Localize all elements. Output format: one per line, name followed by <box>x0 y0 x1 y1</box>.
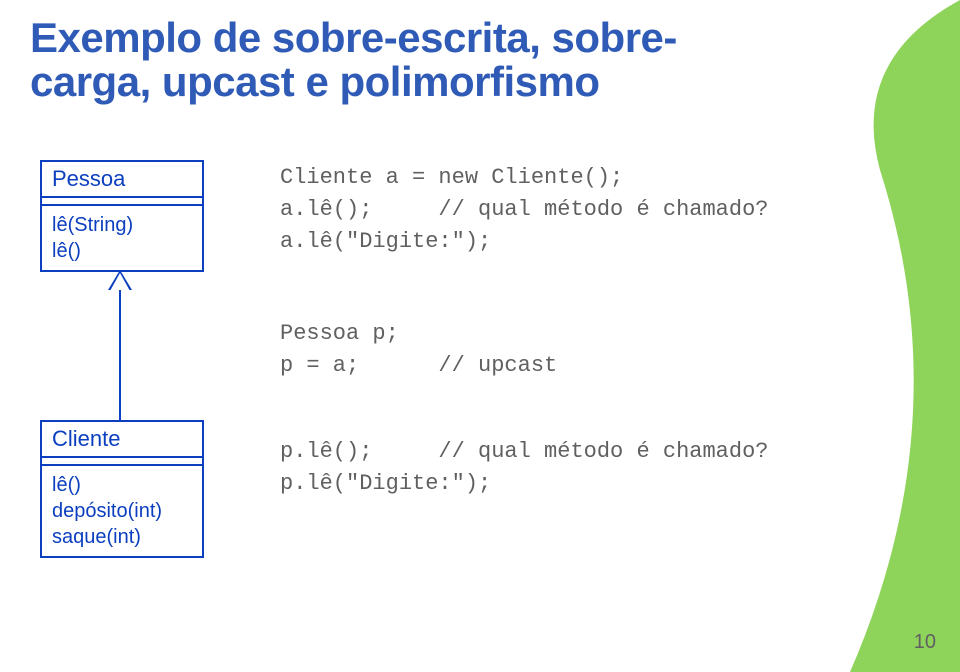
uml-pessoa-attributes-empty <box>42 198 202 206</box>
uml-method: saque(int) <box>52 524 192 550</box>
inheritance-arrowhead <box>110 273 130 291</box>
code-line: a.lê(); // qual método é chamado? <box>280 194 768 226</box>
code-block-1: Cliente a = new Cliente(); a.lê(); // qu… <box>280 162 768 258</box>
uml-cliente-methods: lê() depósito(int) saque(int) <box>42 466 202 556</box>
uml-cliente-attributes-empty <box>42 458 202 466</box>
uml-cliente-name: Cliente <box>42 422 202 458</box>
code-line: p.lê(); // qual método é chamado? <box>280 436 768 468</box>
code-line: Cliente a = new Cliente(); <box>280 162 768 194</box>
code-line: p.lê("Digite:"); <box>280 468 768 500</box>
corner-curve <box>710 0 960 672</box>
code-line: Pessoa p; <box>280 318 557 350</box>
code-line: p = a; // upcast <box>280 350 557 382</box>
title-line-1: Exemplo de sobre-escrita, sobre- <box>30 16 677 60</box>
code-line: a.lê("Digite:"); <box>280 226 768 258</box>
uml-pessoa-methods: lê(String) lê() <box>42 206 202 270</box>
page-number: 10 <box>914 631 936 654</box>
uml-method: lê(String) <box>52 212 192 238</box>
uml-class-cliente: Cliente lê() depósito(int) saque(int) <box>40 420 204 558</box>
title-line-2: carga, upcast e polimorfismo <box>30 60 677 104</box>
uml-pessoa-name: Pessoa <box>42 162 202 198</box>
code-block-2: Pessoa p; p = a; // upcast <box>280 318 557 382</box>
uml-method: lê() <box>52 238 192 264</box>
code-block-3: p.lê(); // qual método é chamado? p.lê("… <box>280 436 768 500</box>
uml-method: lê() <box>52 472 192 498</box>
uml-method: depósito(int) <box>52 498 192 524</box>
slide-title: Exemplo de sobre-escrita, sobre- carga, … <box>30 16 677 104</box>
uml-class-pessoa: Pessoa lê(String) lê() <box>40 160 204 272</box>
inheritance-line <box>119 290 121 420</box>
